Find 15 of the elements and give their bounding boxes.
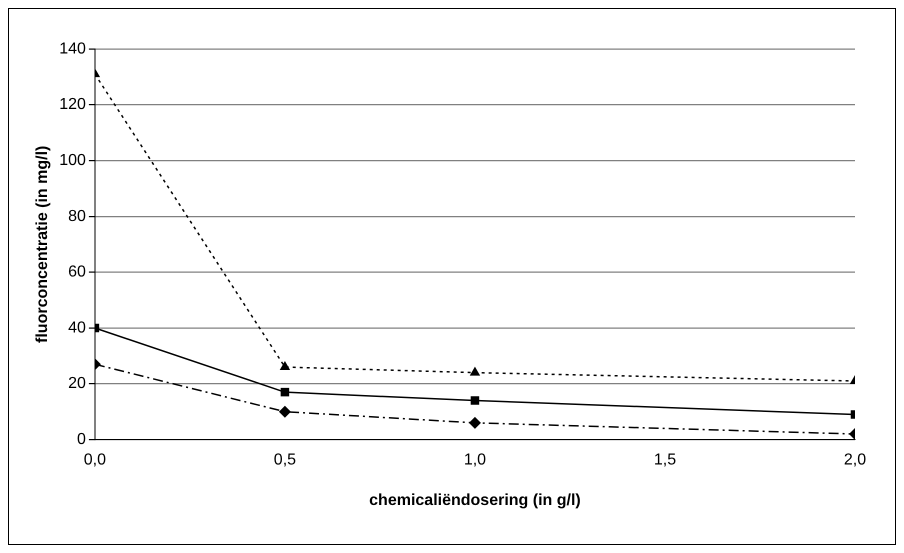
y-tick-label: 0 bbox=[76, 431, 86, 448]
x-tick-label: 0,5 bbox=[274, 452, 296, 469]
y-tick-label: 40 bbox=[68, 319, 86, 336]
x-tick-label: 2,0 bbox=[844, 452, 866, 469]
y-tick-label: 100 bbox=[59, 152, 86, 170]
y-tick-label: 20 bbox=[68, 375, 86, 392]
x-tick-label: 1,5 bbox=[654, 452, 676, 469]
x-tick-label: 1,0 bbox=[464, 452, 486, 469]
y-axis-title: fluorconcentratie (in mg/l) bbox=[34, 146, 52, 343]
y-tick-label: 60 bbox=[68, 264, 86, 281]
y-tick-label: 80 bbox=[68, 208, 86, 225]
x-axis-title: chemicaliëndosering (in g/l) bbox=[369, 492, 581, 509]
y-tick-label: 140 bbox=[59, 40, 86, 58]
y-tick-label: 120 bbox=[59, 96, 86, 114]
x-tick-label: 0,0 bbox=[84, 452, 106, 469]
